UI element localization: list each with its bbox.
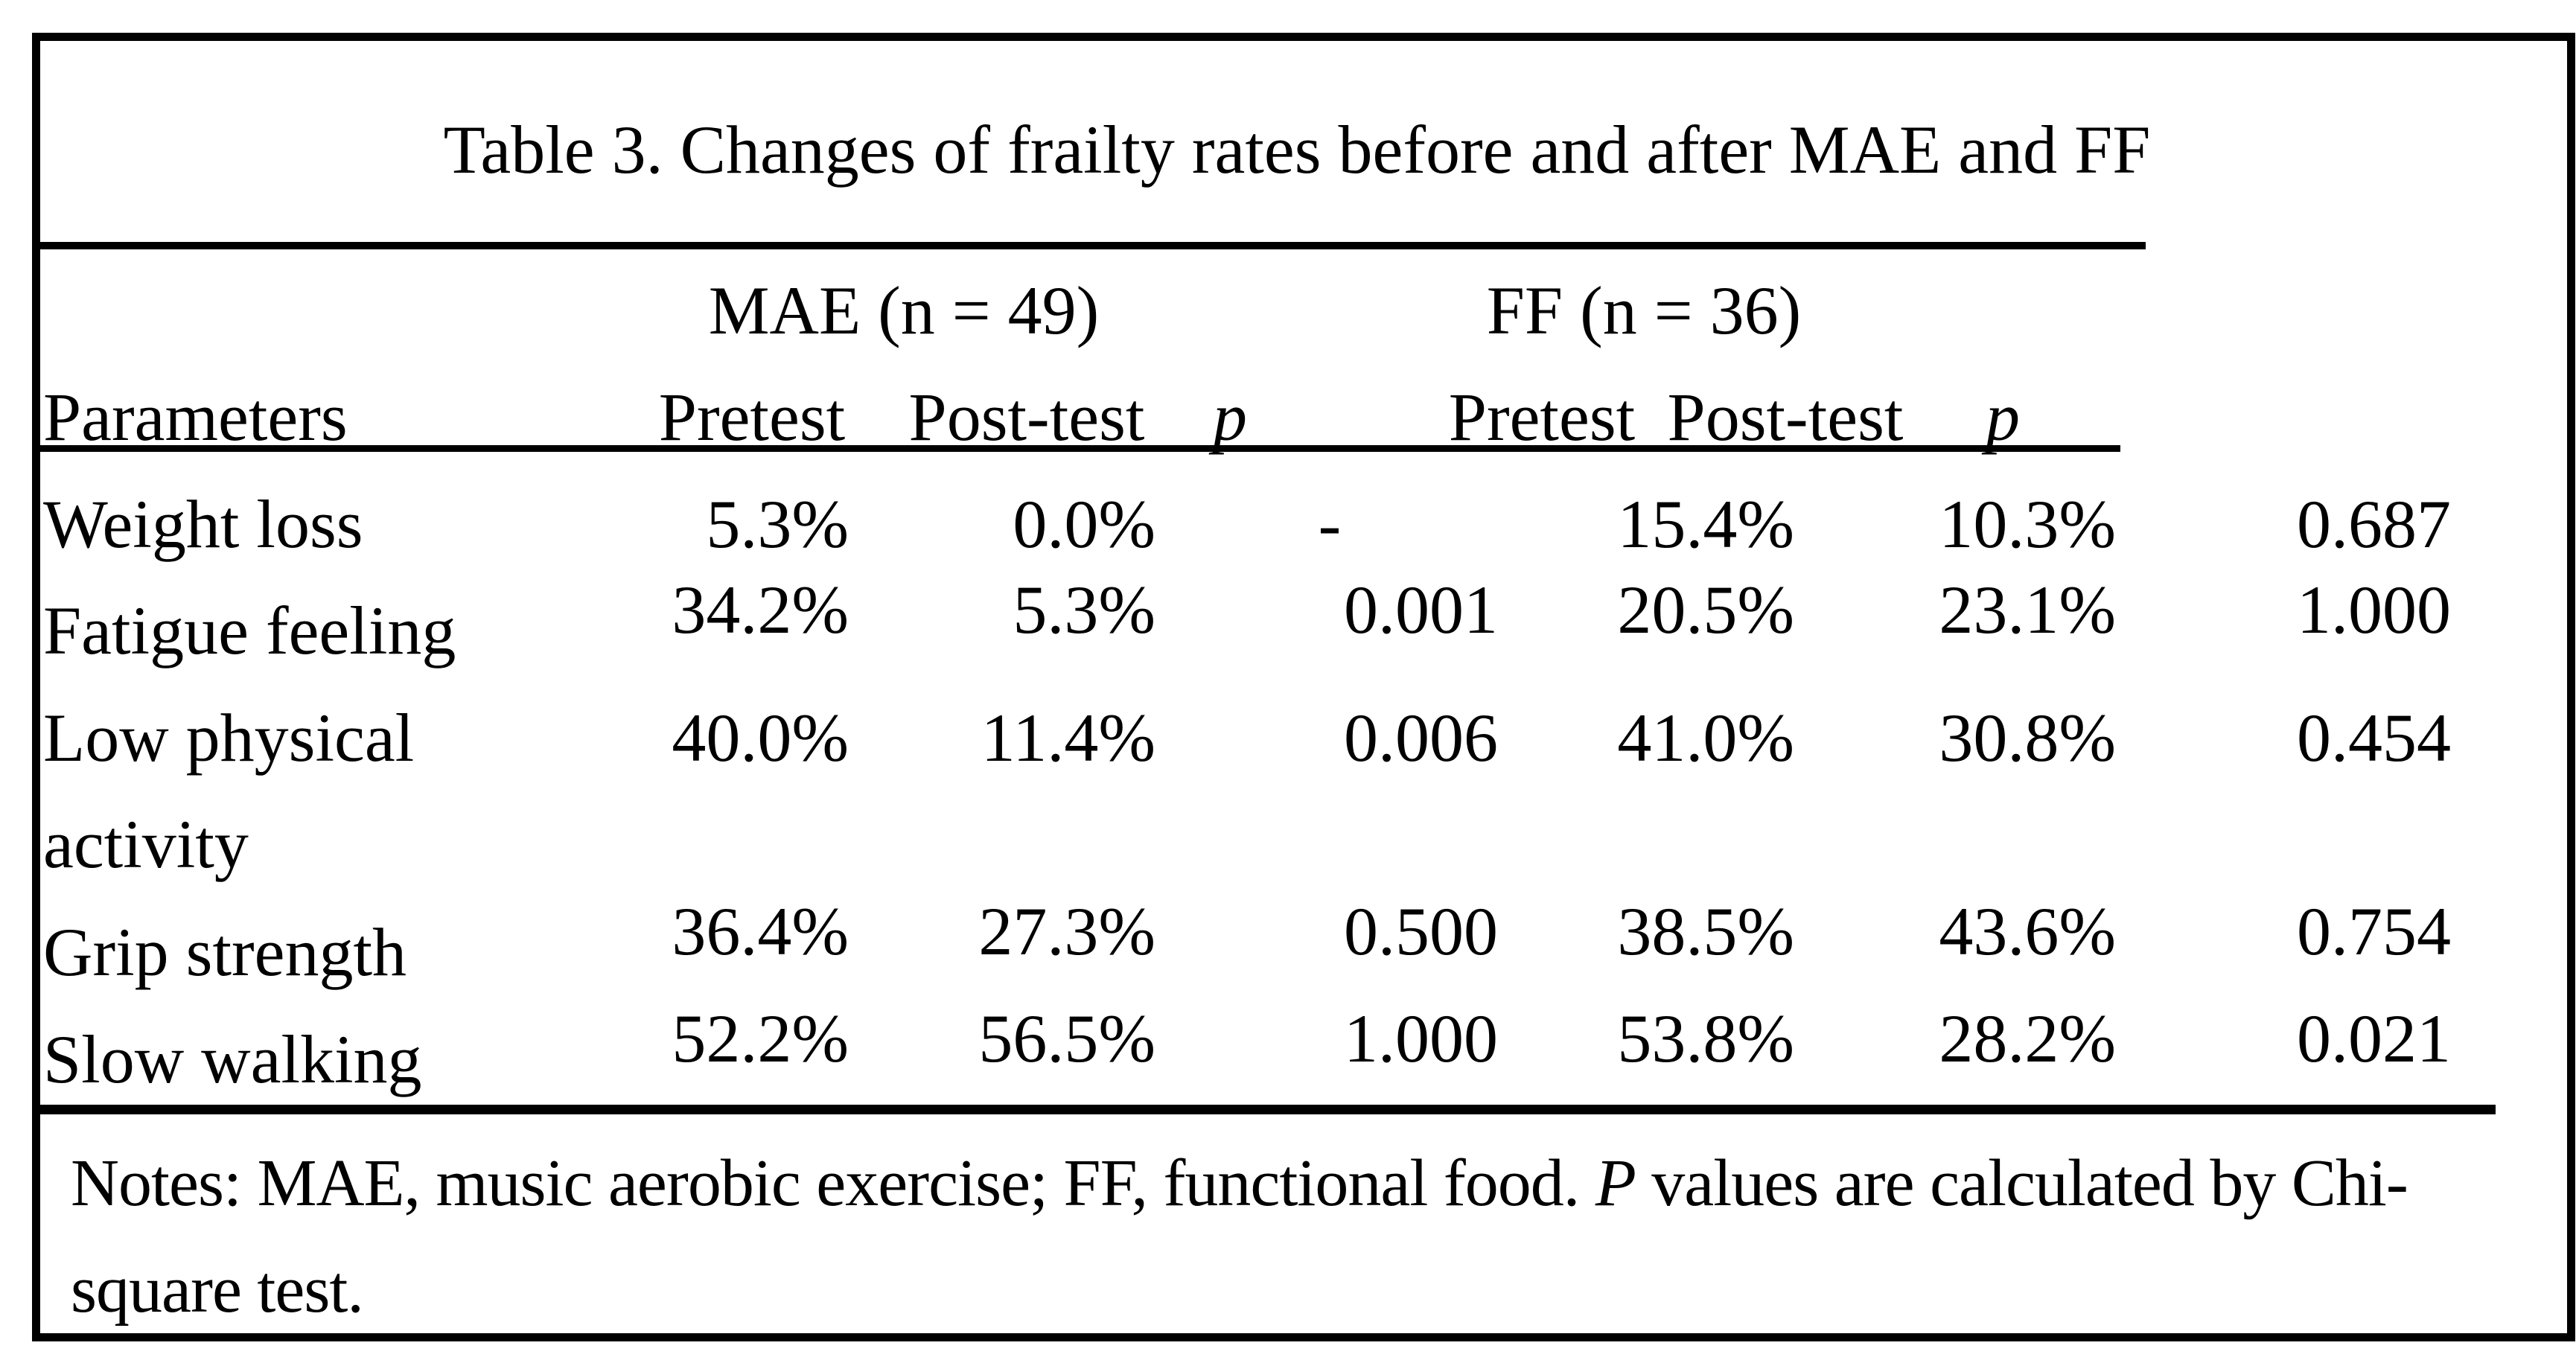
rule-above-notes xyxy=(32,1105,2496,1114)
cell-mae-posttest: 11.4% xyxy=(981,700,1155,776)
column-header-ff-p: p xyxy=(1986,379,2020,455)
outer-border xyxy=(32,33,2575,1341)
cell-mae-pretest: 34.2% xyxy=(672,572,849,648)
cell-mae-pretest: 36.4% xyxy=(672,893,849,969)
cell-mae-posttest: 27.3% xyxy=(978,893,1155,969)
cell-ff-pretest: 41.0% xyxy=(1617,700,1794,776)
cell-ff-pretest: 20.5% xyxy=(1617,572,1794,648)
column-header-ff-posttest: Post-test xyxy=(1667,379,1904,455)
cell-ff-posttest: 30.8% xyxy=(1939,700,2116,776)
cell-ff-posttest: 10.3% xyxy=(1939,486,2116,562)
column-header-parameters: Parameters xyxy=(43,379,348,455)
notes-p-symbol: P xyxy=(1595,1146,1636,1220)
cell-mae-p: - xyxy=(1318,486,1342,562)
cell-mae-p: 0.500 xyxy=(1344,893,1498,969)
notes-text: Notes: MAE, music aerobic exercise; FF, … xyxy=(71,1146,1595,1220)
cell-ff-p: 0.454 xyxy=(2297,700,2451,776)
rule-below-title xyxy=(32,242,2146,249)
row-label: Slow walking xyxy=(43,1021,422,1097)
column-header-ff-pretest: Pretest xyxy=(1448,379,1636,455)
cell-ff-p: 1.000 xyxy=(2297,572,2451,648)
cell-mae-posttest: 0.0% xyxy=(1013,486,1155,562)
cell-mae-p: 0.001 xyxy=(1344,572,1498,648)
cell-ff-p: 0.754 xyxy=(2297,893,2451,969)
cell-mae-pretest: 5.3% xyxy=(706,486,849,562)
cell-ff-posttest: 43.6% xyxy=(1939,893,2116,969)
cell-mae-posttest: 5.3% xyxy=(1013,572,1155,648)
group-header-mae: MAE (n = 49) xyxy=(708,272,1100,348)
cell-mae-pretest: 40.0% xyxy=(672,700,849,776)
group-header-ff: FF (n = 36) xyxy=(1486,272,1802,348)
column-header-mae-pretest: Pretest xyxy=(658,379,846,455)
cell-ff-pretest: 38.5% xyxy=(1617,893,1794,969)
row-label: Grip strength xyxy=(43,914,407,990)
cell-ff-posttest: 28.2% xyxy=(1939,1000,2116,1076)
row-label: Weight loss xyxy=(43,486,363,562)
cell-ff-pretest: 15.4% xyxy=(1617,486,1794,562)
row-label: Fatigue feeling xyxy=(43,593,456,668)
column-header-mae-p: p xyxy=(1213,379,1247,455)
cell-ff-p: 0.687 xyxy=(2297,486,2451,562)
cell-mae-pretest: 52.2% xyxy=(672,1000,849,1076)
cell-ff-p: 0.021 xyxy=(2297,1000,2451,1076)
notes-text: values are calculated by Chi- xyxy=(1635,1146,2408,1220)
cell-ff-pretest: 53.8% xyxy=(1617,1000,1794,1076)
cell-ff-posttest: 23.1% xyxy=(1939,572,2116,648)
table-notes-line2: square test. xyxy=(71,1253,364,1327)
cell-mae-p: 1.000 xyxy=(1344,1000,1498,1076)
rule-below-header xyxy=(32,445,2120,452)
cell-mae-p: 0.006 xyxy=(1344,700,1498,776)
table-title: Table 3. Changes of frailty rates before… xyxy=(443,112,2151,188)
table-notes-line1: Notes: MAE, music aerobic exercise; FF, … xyxy=(71,1130,2408,1236)
column-header-mae-posttest: Post-test xyxy=(908,379,1145,455)
cell-mae-posttest: 56.5% xyxy=(978,1000,1155,1076)
row-label: Low physical activity xyxy=(43,700,415,882)
